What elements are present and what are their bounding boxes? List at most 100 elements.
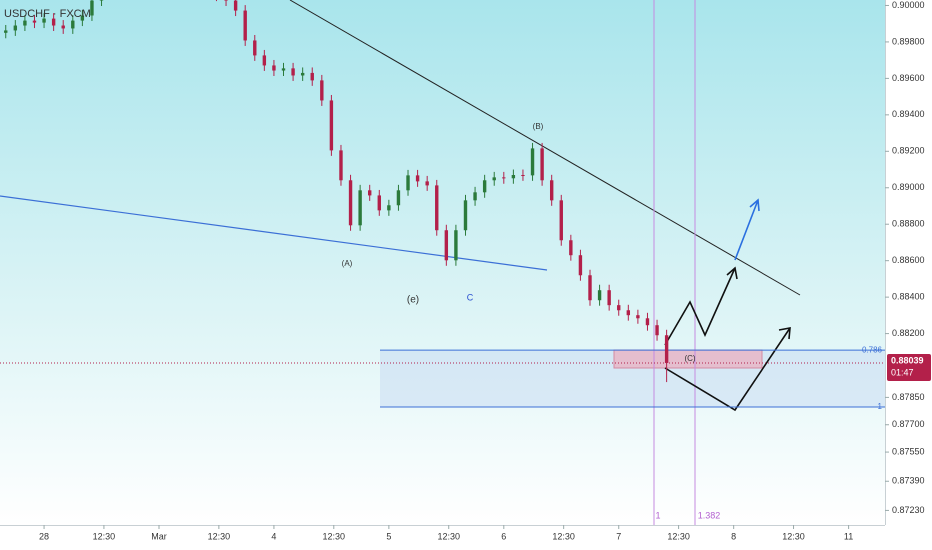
plot-area — [0, 0, 885, 525]
candle-body — [368, 190, 372, 196]
symbol-title: USDCHF · FXCM — [4, 8, 91, 20]
candle-body — [569, 240, 573, 256]
candle-body — [549, 180, 554, 201]
candle-body — [415, 175, 420, 182]
y-tick-label: 0.87390 — [892, 476, 925, 486]
x-tick-label: 12:30 — [667, 531, 690, 541]
x-tick-label: 28 — [39, 531, 49, 541]
candle-body — [262, 55, 267, 66]
candle-body — [329, 100, 334, 151]
candle-body — [425, 181, 429, 186]
candle-body — [224, 0, 228, 1]
candle-body — [243, 10, 247, 41]
candle-body — [51, 18, 56, 26]
y-tick-label: 0.89800 — [892, 36, 925, 46]
y-tick-label: 0.89600 — [892, 73, 925, 83]
candle-body — [578, 255, 583, 276]
wave-label: C — [467, 292, 474, 302]
candle-body — [99, 0, 104, 1]
wave-label: (A) — [342, 259, 353, 268]
y-tick-label: 0.87850 — [892, 392, 925, 402]
wave-label: (B) — [533, 122, 544, 131]
candle-body — [23, 20, 27, 26]
x-tick-label: 8 — [731, 531, 736, 541]
wave-label: (C) — [684, 354, 695, 363]
projection-path — [664, 267, 736, 346]
candle-body — [482, 180, 487, 193]
candle-body — [42, 18, 46, 23]
candle-body — [406, 175, 410, 191]
candle-body — [396, 190, 401, 206]
projection-path — [664, 327, 791, 412]
candle-body — [617, 305, 621, 311]
candle-body — [348, 180, 353, 226]
wave-label: (e) — [407, 295, 419, 306]
annotations: USDCHF · FXCM (A) (B) (C) (e) C 1 1.382 — [4, 8, 720, 520]
x-tick-label: 12:30 — [208, 531, 231, 541]
last-price-label: 0.88039 — [891, 355, 924, 365]
candle-body — [253, 40, 257, 56]
candle-body — [607, 290, 611, 306]
candle-body — [559, 200, 563, 241]
last-price-box — [887, 353, 931, 381]
candle-body — [636, 315, 640, 319]
arrow-head — [778, 327, 791, 340]
candle-body — [320, 80, 324, 101]
x-tick-label: 12:30 — [323, 531, 346, 541]
x-tick-label: Mar — [151, 531, 167, 541]
candle-body — [90, 0, 94, 16]
candle-body — [4, 30, 8, 33]
y-tick-label: 0.89400 — [892, 109, 925, 119]
candle-body — [387, 205, 391, 211]
y-tick-label: 0.87700 — [892, 419, 925, 429]
y-tick-label: 0.88400 — [892, 292, 925, 302]
y-tick-label: 0.89200 — [892, 146, 925, 156]
candle-body — [597, 290, 602, 301]
candle-body — [291, 68, 295, 76]
candle-body — [310, 72, 314, 81]
fib-level-label: 1 — [878, 402, 883, 411]
candle-body — [300, 72, 305, 76]
x-tick-label: 12:30 — [93, 531, 116, 541]
candle-body — [511, 175, 516, 179]
candle-body — [272, 65, 276, 71]
candle-body — [655, 325, 659, 336]
candle-body — [377, 195, 381, 211]
candle-body — [588, 275, 592, 301]
candle-body — [664, 335, 669, 363]
candle-body — [281, 68, 286, 71]
x-tick-label: 12:30 — [552, 531, 575, 541]
arrow-head — [726, 266, 738, 280]
candle-body — [61, 25, 65, 29]
candle-body — [540, 148, 544, 181]
countdown-label: 01:47 — [891, 367, 914, 377]
y-tick-label: 0.87230 — [892, 505, 925, 515]
x-tick-label: 7 — [616, 531, 621, 541]
x-tick-label: 11 — [844, 531, 853, 541]
y-tick-label: 0.88600 — [892, 255, 925, 265]
candle-body — [435, 185, 439, 231]
plot-layer — [0, 0, 885, 525]
candle-body — [463, 200, 468, 231]
x-tick-label: 6 — [501, 531, 506, 541]
y-tick-label: 0.88200 — [892, 328, 925, 338]
fib-level-label: 0.786 — [862, 345, 883, 354]
arrow-head — [749, 198, 760, 212]
y-tick-label: 0.87550 — [892, 446, 925, 456]
candle-body — [13, 25, 18, 31]
candle-body — [444, 230, 449, 261]
candle-body — [358, 190, 362, 226]
candle-body — [32, 20, 37, 23]
candle-body — [454, 230, 458, 261]
candle-body — [502, 177, 506, 179]
candle-body — [530, 148, 535, 176]
candle-body — [71, 20, 75, 29]
y-tick-label: 0.90000 — [892, 0, 925, 10]
fib-time-label: 1 — [655, 510, 660, 520]
y-tick-label: 0.89000 — [892, 182, 925, 192]
candle-body — [645, 318, 650, 326]
candle-body — [492, 177, 496, 181]
projection-arrow — [734, 199, 759, 261]
fib-time-label: 1.382 — [698, 510, 721, 520]
